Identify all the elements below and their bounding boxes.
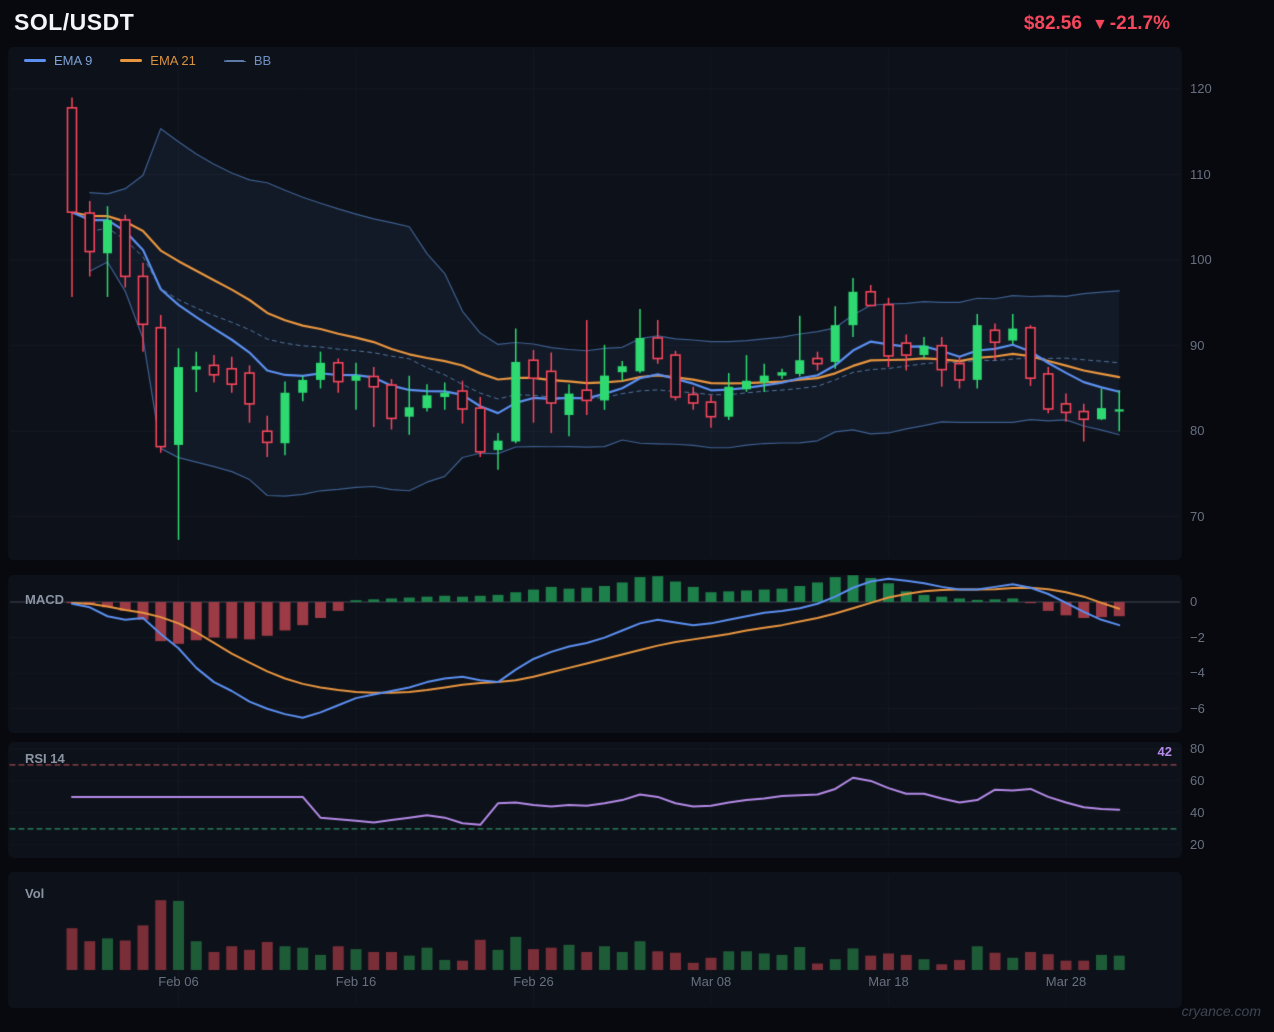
header: SOL/USDT $82.56 ▼ -21.7%	[0, 0, 1274, 44]
rsi-tick-label: 40	[1190, 804, 1205, 820]
volume-chart-canvas[interactable]	[0, 872, 1274, 1008]
macd-tick-label: 0	[1190, 594, 1198, 609]
legend-item-bb[interactable]: BB	[223, 53, 272, 68]
macd-tick-label: −6	[1190, 700, 1205, 716]
rsi-current-value: 42	[1157, 744, 1172, 759]
macd-tick-label: −4	[1190, 665, 1205, 681]
legend-label-bb: BB	[253, 53, 272, 68]
macd-tick-label: −2	[1190, 629, 1205, 645]
macd-chart-canvas[interactable]	[0, 575, 1274, 733]
rsi-chart-canvas[interactable]	[0, 742, 1274, 858]
legend-label-ema9: EMA 9	[54, 53, 93, 68]
date-tick-label: Mar 08	[690, 974, 732, 989]
date-tick-label: Feb 16	[335, 974, 377, 989]
legend-item-ema21[interactable]: EMA 21	[120, 53, 196, 68]
price-tick-label: 90	[1190, 337, 1205, 353]
price-tick-label: 110	[1190, 166, 1211, 182]
change-percent: -21.7%	[1109, 13, 1170, 34]
price-tick-label: 120	[1190, 81, 1212, 96]
price-ticker: $82.56 ▼ -21.7%	[1024, 13, 1170, 35]
rsi-tick-label: 20	[1190, 836, 1205, 852]
symbol-title: SOL/USDT	[14, 9, 135, 35]
price-value: $82.56	[1023, 13, 1082, 34]
rsi-panel-label: RSI 14	[25, 751, 65, 766]
macd-panel-label: MACD	[25, 592, 64, 607]
rsi-tick-label: 60	[1190, 772, 1205, 788]
price-chart-canvas[interactable]	[0, 47, 1274, 560]
bb-dashed-swatch-icon	[223, 59, 246, 62]
ema9-line-swatch-icon	[24, 59, 46, 62]
rsi-tick-label: 80	[1190, 741, 1205, 756]
legend-item-ema9[interactable]: EMA 9	[24, 53, 92, 68]
indicator-legend: EMA 9 EMA 21 BB	[24, 53, 271, 68]
price-tick-label: 100	[1190, 252, 1212, 268]
price-tick-label: 70	[1190, 508, 1205, 524]
date-tick-label: Mar 18	[868, 974, 909, 989]
watermark: cryance.com	[1181, 1003, 1261, 1019]
date-tick-label: Feb 06	[158, 974, 199, 989]
price-tick-label: 80	[1190, 423, 1205, 439]
vol-panel-label: Vol	[25, 886, 45, 901]
legend-label-ema21: EMA 21	[150, 53, 196, 68]
ema21-line-swatch-icon	[120, 59, 143, 62]
down-arrow-icon: ▼	[1091, 16, 1108, 33]
date-tick-label: Mar 28	[1045, 974, 1087, 989]
date-tick-label: Feb 26	[513, 974, 554, 989]
